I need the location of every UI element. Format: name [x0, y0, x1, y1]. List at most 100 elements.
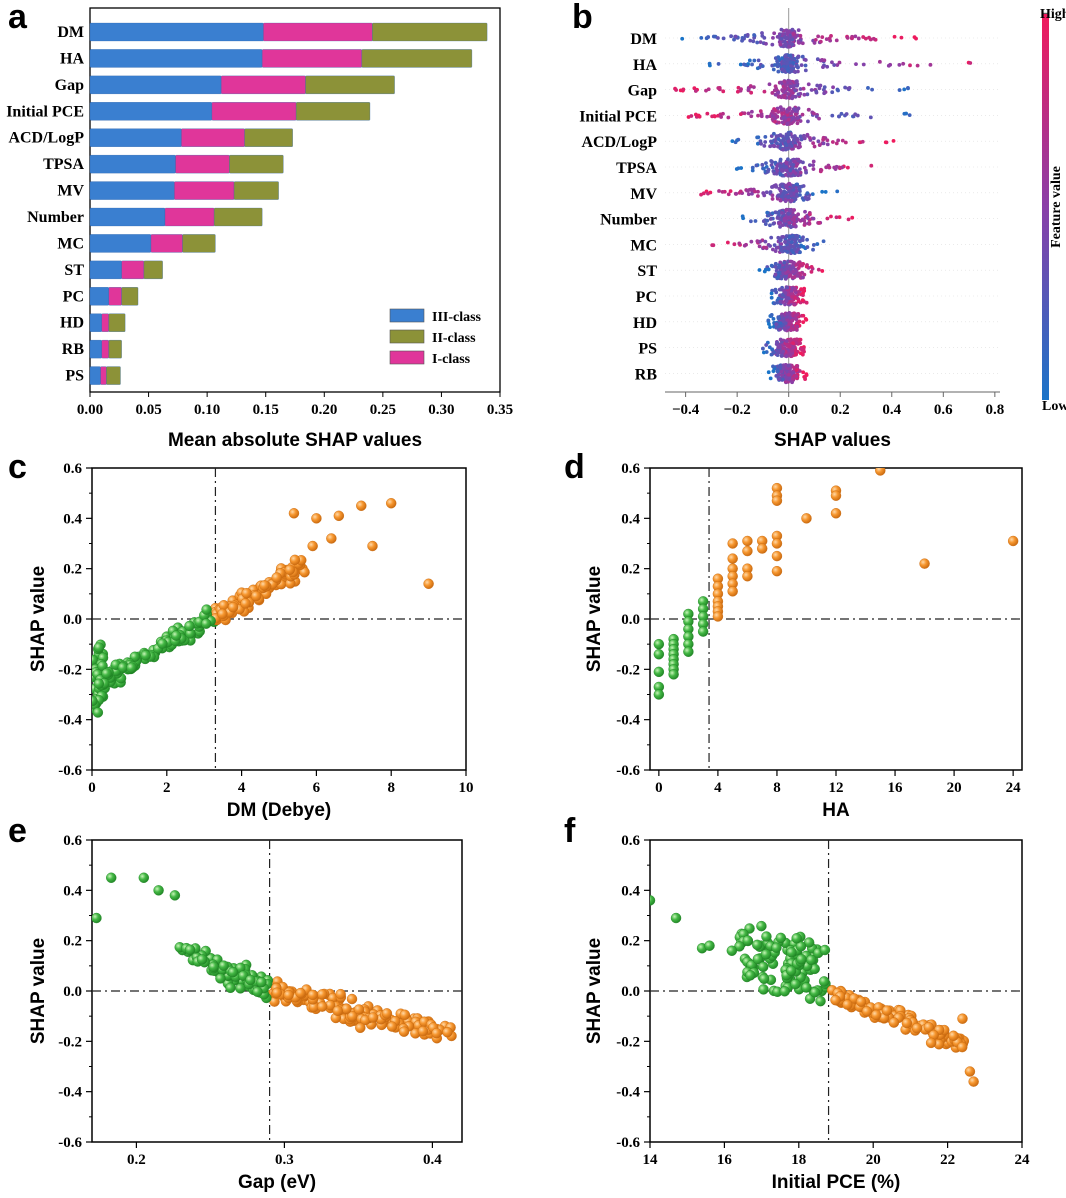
- point-positive: [771, 538, 783, 549]
- x-tick-label: 14: [643, 1152, 659, 1168]
- swarm-point: [825, 142, 830, 147]
- swarm-point: [782, 64, 786, 69]
- swarm-point: [783, 321, 788, 326]
- swarm-point: [830, 113, 835, 118]
- swarm-point: [794, 364, 799, 368]
- swarm-point: [729, 34, 734, 39]
- swarm-point: [901, 61, 906, 66]
- swarm-point: [804, 373, 809, 378]
- swarm-point: [775, 168, 780, 173]
- point-positive: [316, 989, 328, 1000]
- bar-i-class-mc: [150, 234, 183, 253]
- swarm-point: [787, 372, 791, 377]
- swarm-point: [740, 214, 745, 219]
- swarm-point: [758, 40, 763, 45]
- swarm-point: [792, 83, 797, 88]
- category-label: DM: [57, 24, 84, 41]
- swarm-point: [800, 54, 805, 59]
- swarm-point: [748, 219, 753, 224]
- swarm-point: [778, 237, 783, 241]
- swarm-point: [794, 191, 799, 196]
- swarm-point: [801, 320, 806, 325]
- swarm-point: [788, 208, 793, 213]
- swarm-point: [796, 299, 801, 304]
- x-tick-label: −0.4: [672, 402, 700, 418]
- x-tick-label: 22: [940, 1152, 955, 1168]
- point-negative: [106, 872, 117, 883]
- swarm-point: [802, 165, 807, 170]
- swarm-point: [754, 163, 759, 168]
- swarm-point: [790, 376, 795, 381]
- swarm-point: [811, 216, 816, 221]
- swarm-point: [755, 66, 760, 71]
- swarm-point: [726, 115, 731, 120]
- swarm-point: [793, 290, 798, 295]
- swarm-point: [907, 113, 912, 118]
- swarm-point: [745, 188, 750, 193]
- swarm-point: [765, 210, 770, 215]
- y-tick-label: 0.0: [63, 612, 82, 628]
- swarm-point: [771, 143, 776, 148]
- panel-d-scatter: -0.6 -0.4 -0.2 0.0 0.2 0.4 0.6 0 4 8 12 16 20 24 HA SHA…: [584, 461, 1023, 821]
- swarm-point: [720, 189, 725, 194]
- x-tick-label: 16: [717, 1152, 733, 1168]
- swarm-point: [750, 168, 755, 173]
- swarm-point: [776, 274, 781, 279]
- swarm-point: [779, 245, 784, 250]
- swarm-point: [776, 69, 781, 74]
- category-label: MC: [57, 235, 84, 252]
- swarm-point: [790, 348, 795, 353]
- swarm-point: [771, 35, 775, 40]
- swarm-point: [746, 192, 751, 197]
- swarm-point: [794, 341, 799, 346]
- swarm-point: [768, 217, 773, 221]
- feature-label: TPSA: [616, 160, 657, 177]
- swarm-point: [821, 65, 825, 70]
- swarm-point: [749, 90, 754, 95]
- bar-i-class-hd: [101, 313, 110, 333]
- swarm-point: [786, 157, 790, 162]
- x-tick-label: 8: [387, 780, 395, 796]
- swarm-point: [706, 35, 711, 39]
- swarm-point: [782, 218, 787, 223]
- swarm-point: [871, 36, 876, 41]
- swarm-point: [721, 36, 726, 41]
- swarm-point: [779, 36, 784, 41]
- swarm-point: [787, 344, 792, 349]
- point-negative: [775, 932, 787, 944]
- swarm-point: [807, 222, 812, 226]
- swarm-point: [767, 322, 771, 326]
- swarm-point: [816, 139, 821, 144]
- swarm-point: [822, 85, 827, 90]
- bar-i-class-number: [164, 207, 215, 227]
- swarm-point: [751, 85, 756, 90]
- swarm-point: [781, 138, 786, 143]
- bar-iii-class-ha: [89, 49, 263, 68]
- swarm-point: [770, 114, 775, 119]
- swarm-point: [788, 60, 793, 65]
- swarm-point: [845, 165, 850, 170]
- swarm-point: [785, 121, 790, 126]
- swarm-point: [769, 312, 774, 317]
- swarm-point: [805, 237, 809, 242]
- bar-ii-class-mv: [233, 181, 279, 200]
- swarm-point: [774, 322, 779, 326]
- swarm-point: [807, 107, 811, 112]
- swarm-point: [776, 271, 781, 276]
- point-negative: [126, 662, 137, 673]
- swarm-point: [782, 246, 787, 251]
- swarm-point: [827, 165, 832, 170]
- swarm-point: [752, 189, 757, 194]
- point-positive: [742, 545, 753, 557]
- x-tick-label: 10: [459, 780, 474, 796]
- swarm-point: [784, 339, 789, 343]
- swarm-point: [785, 264, 790, 269]
- swarm-point: [798, 341, 803, 346]
- swarm-point: [764, 164, 769, 169]
- swarm-point: [788, 191, 793, 196]
- swarm-point: [791, 31, 796, 36]
- swarm-point: [757, 244, 762, 249]
- swarm-point: [743, 63, 748, 67]
- swarm-point: [772, 301, 777, 306]
- swarm-point: [761, 350, 766, 355]
